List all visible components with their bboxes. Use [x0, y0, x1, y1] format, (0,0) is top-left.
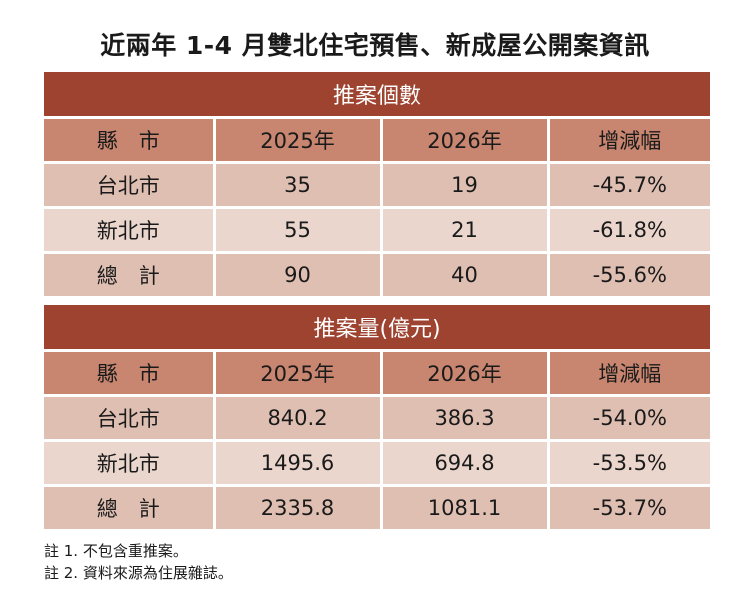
table-cell: 40: [381, 252, 550, 296]
column-header: 增減幅: [548, 350, 711, 397]
column-header: 2025年: [214, 350, 383, 397]
table-cell: -53.7%: [548, 485, 711, 529]
table-cell: 90: [214, 252, 383, 296]
table-cell: 840.2: [214, 395, 383, 442]
footnote: 註 2. 資料來源為住展雜誌。: [44, 564, 233, 582]
table-row-total: 總 計 2335.8 1081.1 -53.7%: [44, 485, 711, 529]
table-row: 台北市 840.2 386.3 -54.0%: [44, 395, 711, 442]
table-cell: 1495.6: [214, 440, 383, 487]
footnote: 註 1. 不包含重推案。: [44, 542, 188, 560]
table-row: 台北市 35 19 -45.7%: [44, 162, 711, 209]
column-header: 縣 市: [44, 350, 216, 397]
column-header: 2026年: [381, 350, 550, 397]
table-cell: 總 計: [44, 485, 216, 529]
table-cell: 19: [381, 162, 550, 209]
table-row-total: 總 計 90 40 -55.6%: [44, 252, 711, 296]
section-title: 推案量(億元): [44, 305, 711, 352]
column-header: 縣 市: [44, 117, 216, 164]
table-cell: 新北市: [44, 207, 216, 254]
table-cell: 55: [214, 207, 383, 254]
column-header-row: 縣 市 2025年 2026年 增減幅: [44, 350, 711, 397]
table-cell: -61.8%: [548, 207, 711, 254]
table-cell: 35: [214, 162, 383, 209]
table-cell: -53.5%: [548, 440, 711, 487]
table-cell: 386.3: [381, 395, 550, 442]
footnotes: 註 1. 不包含重推案。 註 2. 資料來源為住展雜誌。: [44, 540, 233, 584]
section-title: 推案個數: [44, 72, 711, 119]
table-cell: -45.7%: [548, 162, 711, 209]
table-cell: 新北市: [44, 440, 216, 487]
column-header: 增減幅: [548, 117, 711, 164]
table-cell: 694.8: [381, 440, 550, 487]
column-header: 2026年: [381, 117, 550, 164]
table-cell: -54.0%: [548, 395, 711, 442]
table-cell: 21: [381, 207, 550, 254]
table-row: 新北市 1495.6 694.8 -53.5%: [44, 440, 711, 487]
table-cell: 台北市: [44, 395, 216, 442]
table-cell: 台北市: [44, 162, 216, 209]
table-cell: 1081.1: [381, 485, 550, 529]
column-header-row: 縣 市 2025年 2026年 增減幅: [44, 117, 711, 164]
table-cell: 總 計: [44, 252, 216, 296]
column-header: 2025年: [214, 117, 383, 164]
table-row: 新北市 55 21 -61.8%: [44, 207, 711, 254]
table-cell: -55.6%: [548, 252, 711, 296]
case-count-table: 推案個數 縣 市 2025年 2026年 增減幅 台北市 35 19 -45.7…: [44, 72, 711, 296]
case-volume-table: 推案量(億元) 縣 市 2025年 2026年 增減幅 台北市 840.2 38…: [44, 305, 711, 529]
document-title: 近兩年 1-4 月雙北住宅預售、新成屋公開案資訊: [100, 31, 650, 60]
table-cell: 2335.8: [214, 485, 383, 529]
